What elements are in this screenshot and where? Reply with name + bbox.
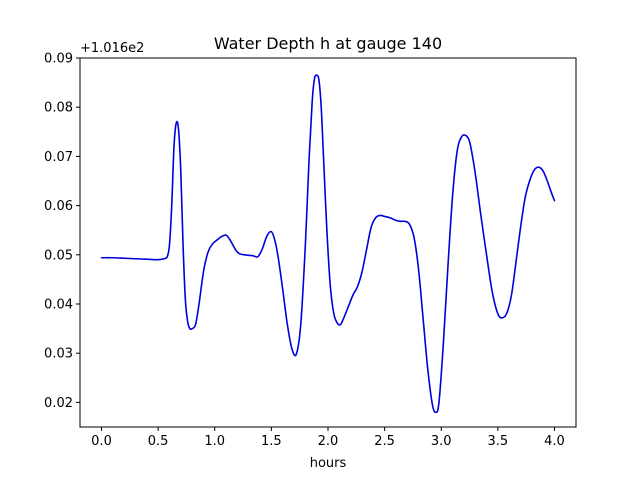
chart-title: Water Depth h at gauge 140	[214, 34, 442, 53]
y-tick-label: 0.05	[44, 248, 73, 263]
x-tick-label: 2.0	[318, 434, 339, 449]
x-tick-label: 0.5	[148, 434, 169, 449]
x-tick-label: 1.0	[204, 434, 225, 449]
series-line	[100, 74, 556, 414]
x-tick-label: 0.0	[91, 434, 112, 449]
x-tick-label: 1.5	[261, 434, 282, 449]
x-tick-label: 3.0	[431, 434, 452, 449]
x-tick-label: 3.5	[488, 434, 509, 449]
x-tick-label: 4.0	[544, 434, 565, 449]
x-axis-label: hours	[310, 456, 347, 471]
x-axis-ticks: 0.0 0.5 1.0 1.5 2.0 2.5 3.0 3.5 4.0	[91, 427, 565, 449]
y-axis-offset-label: +1.016e2	[80, 41, 144, 56]
y-tick-label: 0.02	[44, 396, 73, 411]
x-tick-label: 2.5	[374, 434, 395, 449]
y-tick-label: 0.03	[44, 347, 73, 362]
y-tick-label: 0.06	[44, 199, 73, 214]
y-tick-label: 0.07	[44, 150, 73, 165]
y-axis-ticks: 0.02 0.03 0.04 0.05 0.06 0.07 0.08 0.09	[44, 52, 80, 411]
y-tick-label: 0.08	[44, 101, 73, 116]
plot-frame	[79, 57, 577, 428]
y-tick-label: 0.04	[44, 298, 73, 313]
y-tick-label: 0.09	[44, 52, 73, 67]
